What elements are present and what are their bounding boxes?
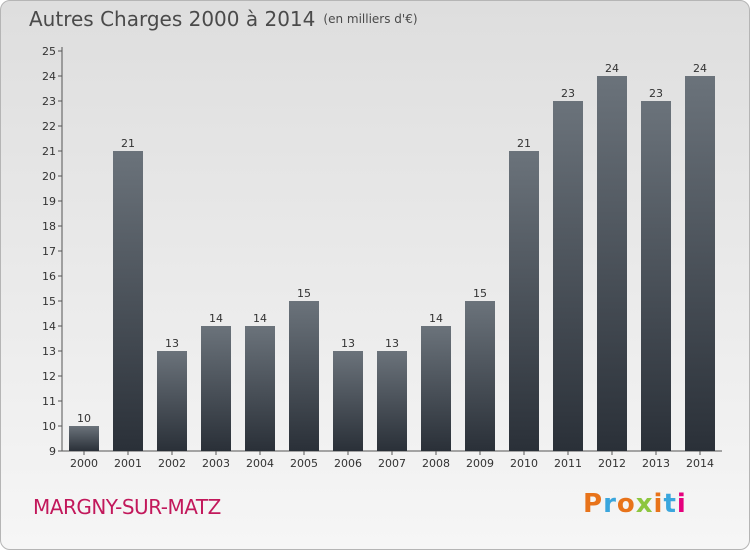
bar-value-label: 14 [209, 312, 223, 325]
logo-letter: t [663, 489, 677, 519]
chart-title-text: Autres Charges 2000 à 2014 [29, 7, 316, 31]
bar-value-label: 21 [121, 137, 135, 150]
bar-2007 [377, 351, 407, 451]
bar-2004 [245, 326, 275, 451]
chart-title: Autres Charges 2000 à 2014 (en milliers d… [29, 7, 418, 31]
bar-2010 [509, 151, 539, 451]
bar-2003 [201, 326, 231, 451]
commune-name: MARGNY-SUR-MATZ [33, 495, 221, 519]
bar-2006 [333, 351, 363, 451]
bar-value-label: 14 [429, 312, 443, 325]
y-tick-label: 24 [42, 70, 56, 83]
y-tick-label: 9 [49, 445, 56, 458]
logo-letter: r [603, 489, 617, 519]
chart-unit: (en milliers d'€) [323, 12, 418, 26]
bar-value-label: 23 [561, 87, 575, 100]
bar-value-label: 10 [77, 412, 91, 425]
x-tick-label: 2007 [378, 457, 406, 470]
y-tick-label: 15 [42, 295, 56, 308]
bar-value-label: 13 [385, 337, 399, 350]
y-tick-label: 12 [42, 370, 56, 383]
logo-letter: P [583, 489, 604, 519]
y-tick-label: 21 [42, 145, 56, 158]
y-tick-label: 13 [42, 345, 56, 358]
bar-2008 [421, 326, 451, 451]
bar-value-label: 14 [253, 312, 267, 325]
logo-letter: o [616, 489, 636, 519]
x-tick-label: 2004 [246, 457, 274, 470]
x-tick-label: 2010 [510, 457, 538, 470]
bar-value-label: 15 [297, 287, 311, 300]
bar-value-label: 24 [693, 62, 707, 75]
x-tick-label: 2003 [202, 457, 230, 470]
y-tick-label: 18 [42, 220, 56, 233]
y-tick-label: 23 [42, 95, 56, 108]
x-tick-label: 2008 [422, 457, 450, 470]
x-tick-label: 2002 [158, 457, 186, 470]
y-tick-label: 20 [42, 170, 56, 183]
bar-value-label: 21 [517, 137, 531, 150]
y-tick-label: 16 [42, 270, 56, 283]
bar-2000 [69, 426, 99, 451]
y-tick-label: 17 [42, 245, 56, 258]
x-tick-label: 2011 [554, 457, 582, 470]
logo-letter: i [676, 489, 687, 519]
y-tick-label: 10 [42, 420, 56, 433]
bar-2012 [597, 76, 627, 451]
proxiti-logo: Proxiti [583, 489, 687, 519]
logo-letter: x [635, 489, 654, 519]
bar-value-label: 13 [341, 337, 355, 350]
bar-2002 [157, 351, 187, 451]
x-tick-label: 2001 [114, 457, 142, 470]
x-tick-label: 2000 [70, 457, 98, 470]
logo-letter: i [653, 489, 664, 519]
y-tick-label: 14 [42, 320, 56, 333]
y-tick-label: 25 [42, 45, 56, 58]
bar-2009 [465, 301, 495, 451]
y-tick-label: 19 [42, 195, 56, 208]
bar-2013 [641, 101, 671, 451]
x-tick-label: 2006 [334, 457, 362, 470]
x-tick-label: 2012 [598, 457, 626, 470]
x-tick-label: 2013 [642, 457, 670, 470]
x-tick-label: 2009 [466, 457, 494, 470]
bar-value-label: 23 [649, 87, 663, 100]
bar-2001 [113, 151, 143, 451]
bar-value-label: 13 [165, 337, 179, 350]
bar-2005 [289, 301, 319, 451]
x-tick-label: 2005 [290, 457, 318, 470]
bar-value-label: 15 [473, 287, 487, 300]
y-tick-label: 11 [42, 395, 56, 408]
y-tick-label: 22 [42, 120, 56, 133]
bar-2014 [685, 76, 715, 451]
bar-value-label: 24 [605, 62, 619, 75]
bar-2011 [553, 101, 583, 451]
x-tick-label: 2014 [686, 457, 714, 470]
